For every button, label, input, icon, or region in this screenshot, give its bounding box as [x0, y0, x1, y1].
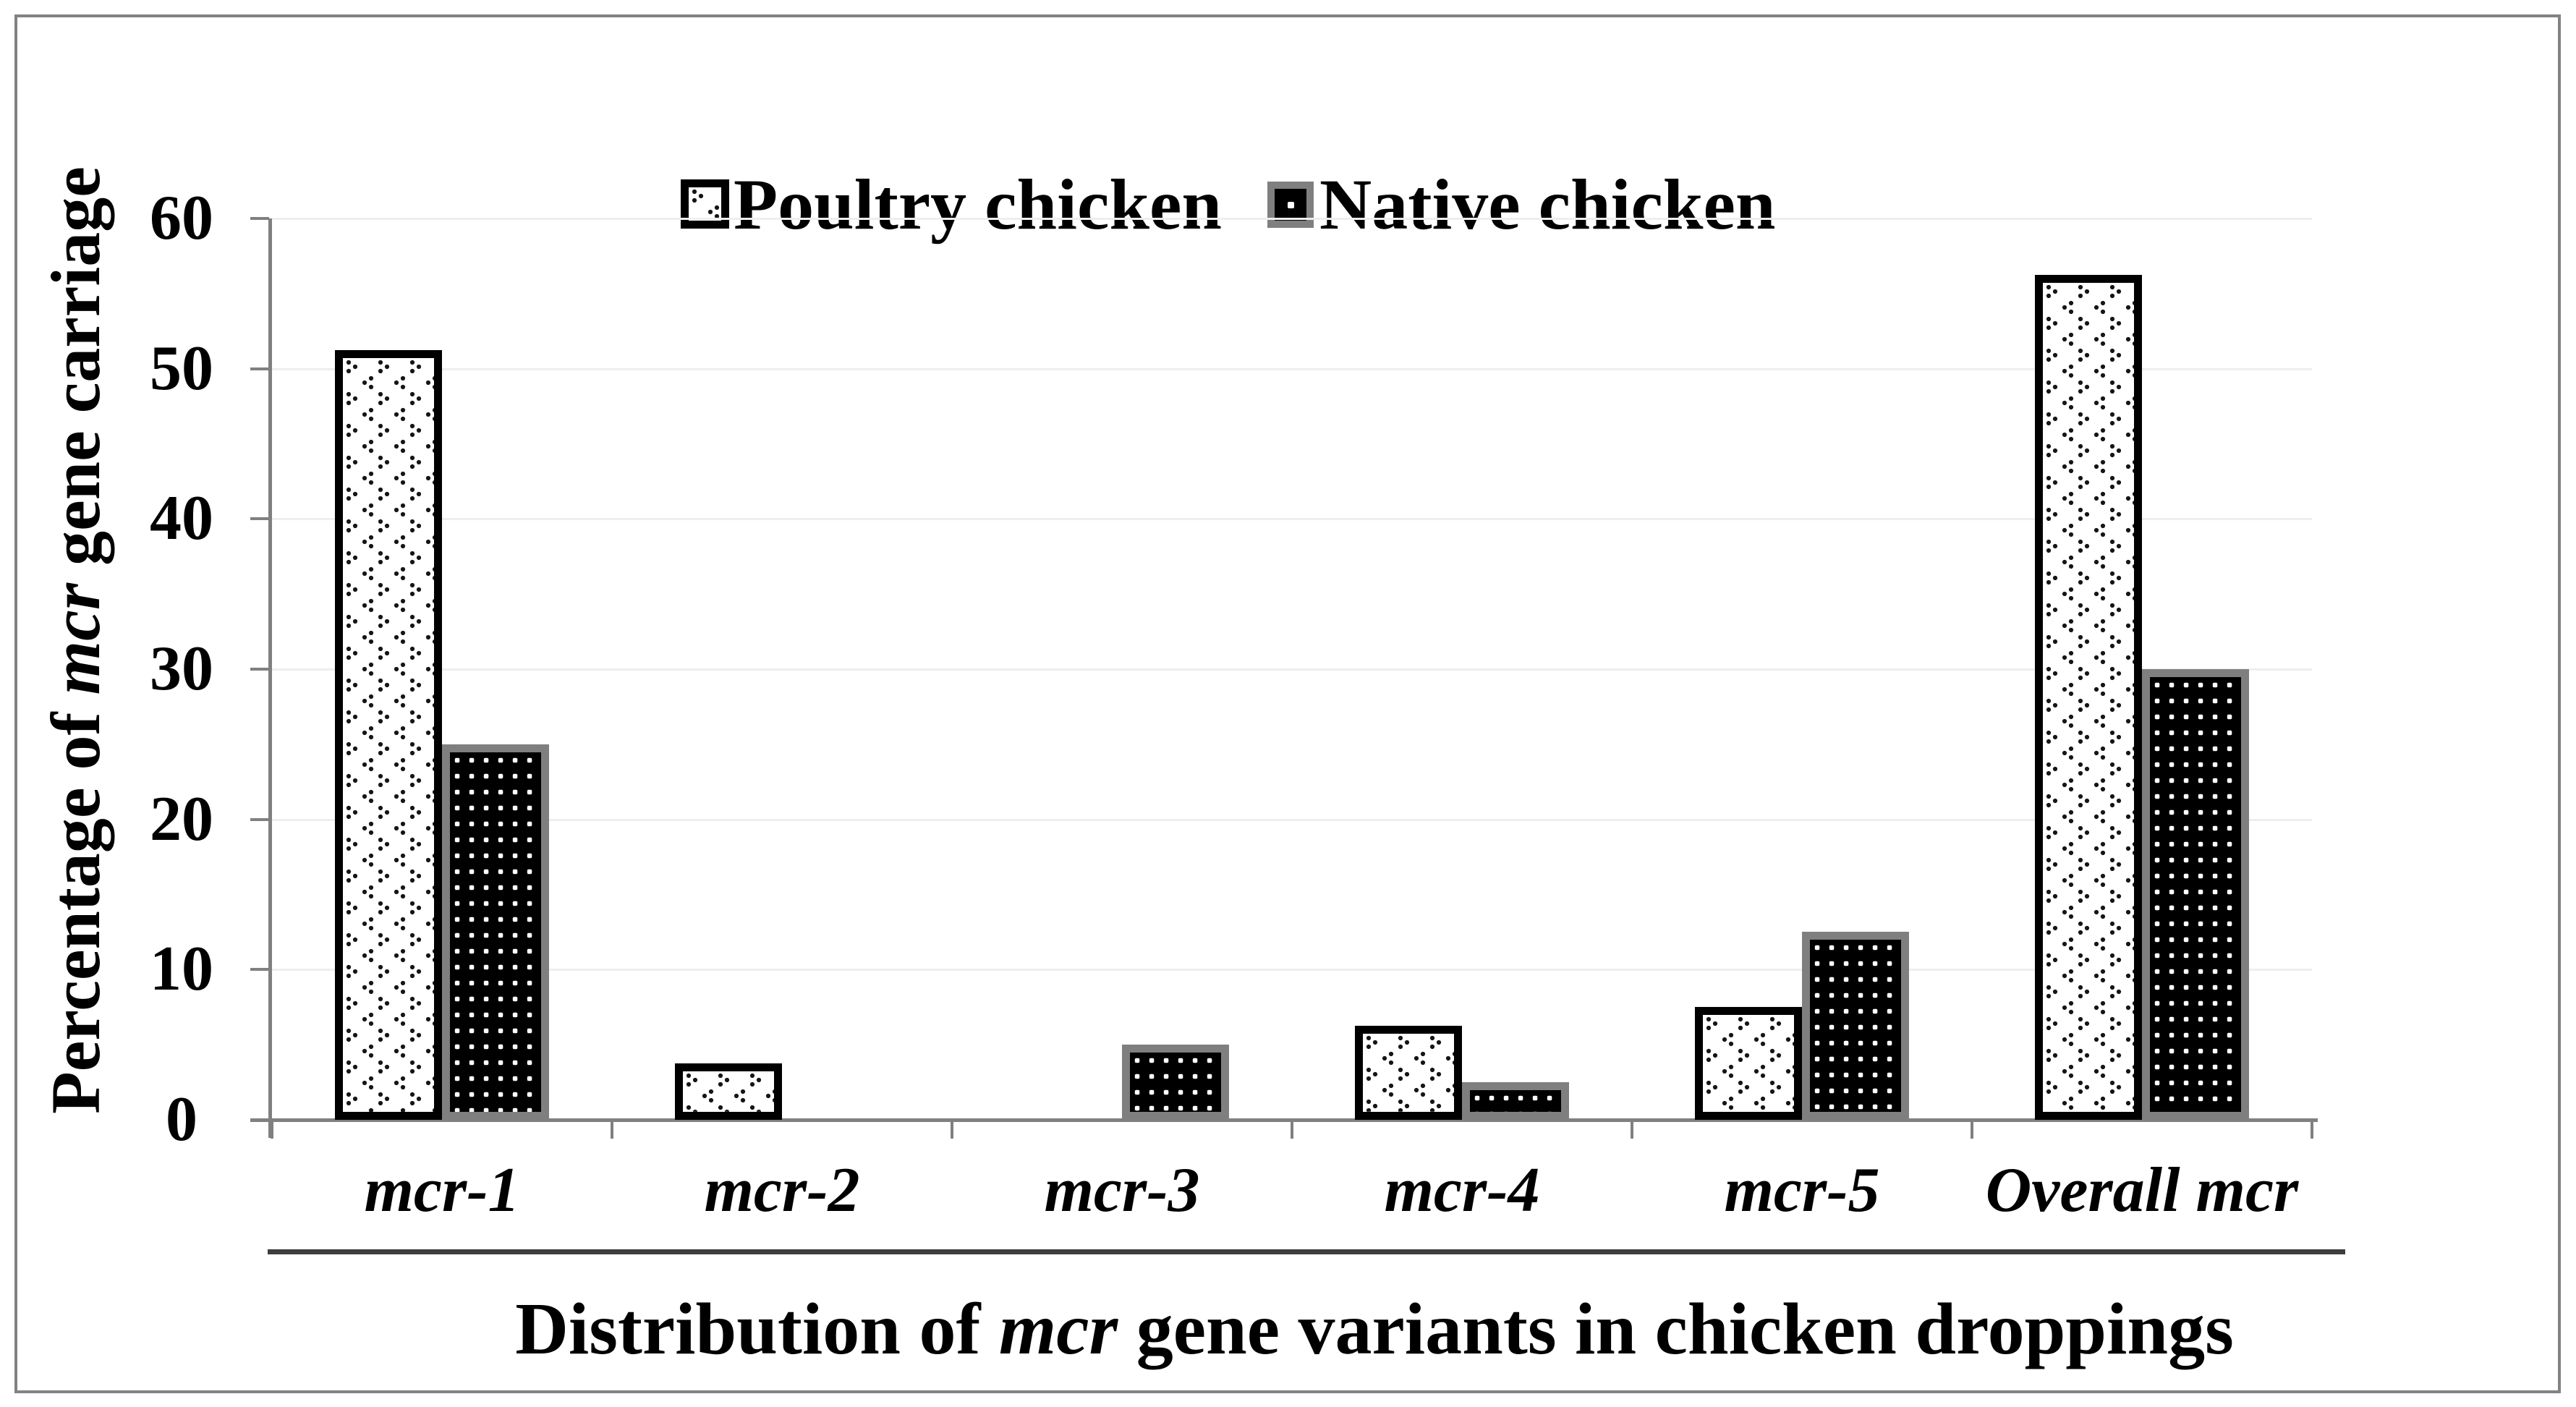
y-axis-tick-0 — [250, 1118, 269, 1121]
y-tick-label-10: 10 — [150, 934, 213, 1005]
bar-poultry-mcr-1 — [335, 349, 442, 1120]
bar-native-mcr-3 — [1122, 1045, 1229, 1120]
gridline-60 — [272, 218, 2312, 220]
gridline-30 — [272, 668, 2312, 671]
y-axis-tick-50 — [250, 367, 269, 370]
category-label-mcr-2: mcr-2 — [704, 1155, 860, 1225]
y-axis-tick-60 — [250, 217, 269, 220]
bar-poultry-mcr-5 — [1695, 1007, 1802, 1120]
y-axis-tick-40 — [250, 517, 269, 521]
y-axis-tick-20 — [250, 817, 269, 821]
bar-poultry-overall-mcr — [2035, 274, 2142, 1120]
y-axis-title: Percentage of mcr gene carriage — [37, 166, 114, 1114]
bar-native-mcr-1 — [442, 744, 549, 1120]
y-axis-line — [268, 218, 272, 1138]
legend-label-native: Native chicken — [1319, 164, 1776, 245]
gridline-40 — [272, 518, 2312, 521]
y-tick-label-60: 60 — [150, 183, 213, 253]
y-tick-label-0: 0 — [166, 1084, 197, 1155]
y-tick-label-30: 30 — [150, 634, 213, 704]
white-dot-icon — [1287, 201, 1294, 208]
gridline-20 — [272, 818, 2312, 821]
category-label-overall-mcr: Overall mcr — [1985, 1155, 2299, 1225]
bar-poultry-mcr-2 — [675, 1063, 782, 1120]
bar-poultry-mcr-4 — [1355, 1026, 1462, 1120]
y-tick-label-40: 40 — [150, 483, 213, 554]
x-axis-boundary-tick-4 — [1631, 1122, 1633, 1139]
x-axis-boundary-tick-5 — [1971, 1122, 1973, 1139]
gridline-50 — [272, 367, 2312, 370]
category-label-mcr-3: mcr-3 — [1044, 1155, 1200, 1225]
bar-native-mcr-5 — [1802, 932, 1909, 1120]
x-axis-boundary-tick-1 — [611, 1122, 613, 1139]
bar-native-mcr-4 — [1462, 1082, 1569, 1120]
legend-swatch-poultry-pattern-icon — [681, 179, 729, 229]
bar-native-overall-mcr — [2142, 669, 2249, 1120]
x-axis-boundary-tick-3 — [1291, 1122, 1293, 1139]
category-label-mcr-4: mcr-4 — [1384, 1155, 1540, 1225]
legend-label-poultry: Poultry chicken — [734, 164, 1222, 245]
x-axis-baseline — [250, 1118, 2318, 1122]
x-axis-underline — [268, 1249, 2345, 1254]
x-axis-boundary-tick-6 — [2311, 1122, 2313, 1139]
category-label-mcr-5: mcr-5 — [1724, 1155, 1880, 1225]
plot-area: 0 10 20 30 40 50 60 — [150, 185, 2318, 1153]
x-axis-title: Distribution of mcr gene variants in chi… — [515, 1288, 2234, 1370]
legend-swatch-native-pattern-icon — [1267, 182, 1314, 228]
y-axis-tick-30 — [250, 668, 269, 671]
y-axis-tick-10 — [250, 968, 269, 972]
y-tick-label-50: 50 — [150, 333, 213, 404]
category-label-mcr-1: mcr-1 — [364, 1155, 520, 1225]
x-axis-boundary-tick-0 — [271, 1122, 273, 1139]
y-tick-label-20: 20 — [150, 783, 213, 854]
x-axis-boundary-tick-2 — [951, 1122, 953, 1139]
gridline-10 — [272, 969, 2312, 972]
